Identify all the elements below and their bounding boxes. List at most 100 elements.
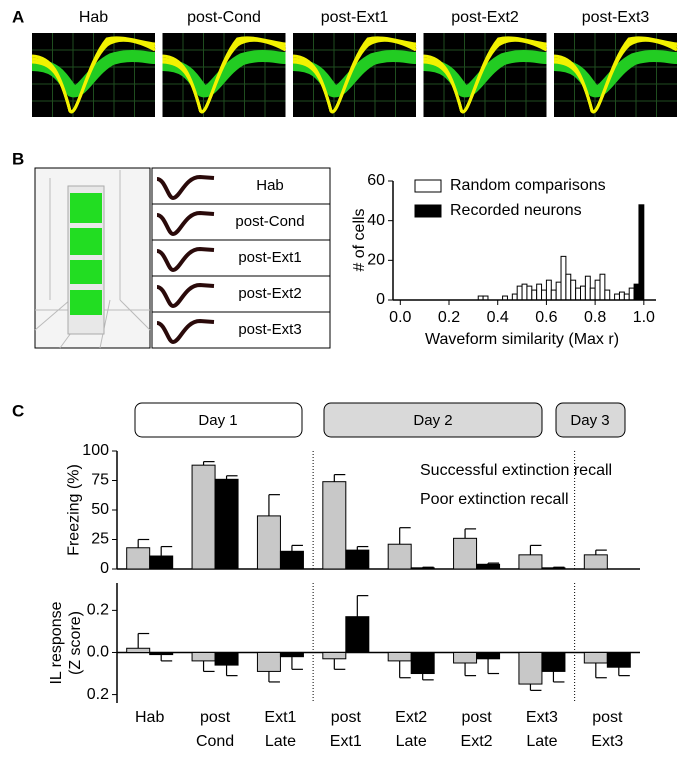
panel-label: C (12, 401, 24, 420)
bar (149, 555, 174, 570)
x-axis-label: Waveform similarity (Max r) (425, 331, 619, 348)
small-waveform (156, 318, 215, 345)
panel-label: A (12, 7, 24, 26)
y-tick-label: 75 (91, 472, 109, 489)
histogram-bar (555, 281, 562, 301)
legend-label: Successful extinction recall (420, 462, 612, 479)
panel-b-label: post-Ext2 (238, 285, 301, 302)
histogram-bar (560, 255, 567, 301)
bar (453, 651, 478, 664)
waveform-yellow (31, 38, 156, 114)
x-tick-label: Ext3 Late (525, 709, 558, 750)
bar (191, 464, 216, 570)
bar (387, 651, 412, 662)
y-tick-label: 100 (82, 442, 109, 459)
bar (606, 651, 631, 668)
y-axis-label: # of cells (351, 208, 368, 271)
bar (453, 537, 478, 570)
histogram-bar (614, 293, 620, 301)
histogram-bar (570, 279, 577, 301)
x-tick-label: 0.0 (389, 309, 411, 326)
x-tick-label: 0.8 (584, 309, 606, 326)
y-axis-label: IL response (Z score) (48, 601, 84, 685)
bar (256, 651, 281, 672)
panel-label: B (12, 149, 24, 168)
bar (518, 554, 543, 570)
bar (279, 651, 304, 658)
bar (126, 647, 151, 653)
waveform-yellow (292, 38, 417, 114)
label-box (151, 275, 331, 313)
bar (345, 549, 370, 570)
histogram-bar (623, 293, 630, 301)
y-tick-label: 50 (91, 501, 109, 518)
panel-a-title: post-Ext3 (582, 9, 650, 26)
panel-b-label: post-Cond (235, 213, 304, 230)
y-tick-label: 40 (367, 212, 385, 229)
y-tick-label: 0.0 (87, 644, 109, 661)
histogram-bar (604, 289, 611, 301)
y-tick-label: 0.2 (87, 602, 109, 619)
x-tick-label: post Ext2 (460, 709, 493, 750)
panel-b-label: Hab (256, 177, 284, 194)
waveform-image (162, 33, 287, 117)
legend-swatch (414, 204, 442, 218)
x-tick-label: 0.4 (487, 309, 509, 326)
panel-a-title: post-Cond (187, 9, 261, 26)
histogram-bar (628, 287, 635, 301)
label-box (151, 239, 331, 277)
legend-label: Poor extinction recall (420, 491, 569, 508)
histogram-bar (589, 287, 596, 301)
histogram-bar (541, 289, 547, 301)
y-tick-label: 60 (367, 172, 385, 189)
bar (541, 567, 566, 570)
histogram-bar (599, 273, 606, 301)
legend-swatch (414, 179, 442, 193)
x-tick-label: 1.0 (633, 309, 655, 326)
x-tick-label: post Cond (195, 709, 235, 750)
legend-label: Recorded neurons (450, 202, 582, 219)
bar (345, 616, 370, 653)
histogram-bar (531, 289, 538, 301)
bar (214, 478, 239, 570)
histogram-bar (536, 283, 543, 301)
bar (518, 651, 543, 685)
panel-b-label: post-Ext3 (238, 321, 301, 338)
histogram-bar (575, 287, 582, 301)
bar (583, 554, 608, 570)
small-waveform (156, 210, 215, 237)
bar (279, 550, 304, 570)
histogram-bar (580, 285, 586, 301)
histogram-bar (545, 279, 552, 301)
y-tick-label: 0 (376, 291, 385, 308)
x-tick-label: post Ext1 (329, 709, 362, 750)
x-tick-label: Hab (135, 709, 165, 726)
histogram-bar (565, 273, 572, 301)
day-label: Day 1 (198, 412, 237, 429)
bar (149, 651, 174, 656)
panel-a-title: post-Ext2 (451, 9, 519, 26)
panel-b-label: post-Ext1 (238, 249, 301, 266)
x-tick-label: post Ext3 (591, 709, 624, 750)
histogram-bar (550, 289, 557, 301)
waveform-yellow (162, 38, 287, 114)
bar (256, 515, 281, 570)
x-tick-label: 0.6 (535, 309, 557, 326)
bar (410, 651, 435, 675)
x-tick-label: Ext2 Late (395, 709, 428, 750)
label-box (151, 311, 331, 349)
waveform-image (553, 33, 678, 117)
histogram-bar (526, 285, 533, 301)
histogram-bar (521, 283, 528, 301)
bar (322, 481, 347, 570)
histogram-bar (511, 293, 518, 301)
waveform-yellow (553, 38, 678, 114)
panel-a-title: Hab (79, 9, 108, 26)
waveform-image (423, 33, 548, 117)
waveform-yellow (423, 38, 548, 114)
y-tick-label: 0.2 (87, 686, 109, 703)
y-axis-label: Freezing (%) (65, 464, 83, 556)
day-box (323, 402, 543, 438)
